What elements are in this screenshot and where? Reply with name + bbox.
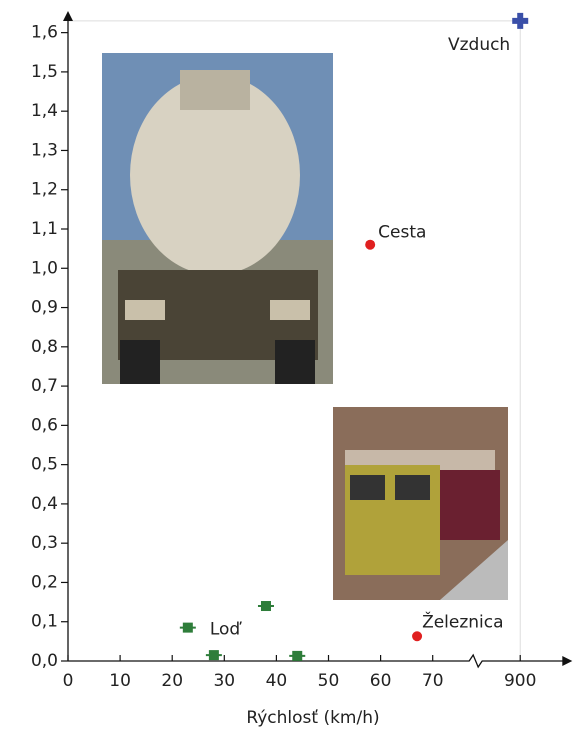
y-tick-label: 0,2	[31, 572, 58, 592]
point	[412, 631, 423, 642]
x-tick-label: 40	[266, 671, 288, 691]
y-tick-label: 0,4	[31, 494, 58, 514]
y-tick-label: 0,3	[31, 533, 58, 553]
x-tick-label: 900	[504, 671, 536, 691]
point	[182, 622, 193, 633]
train-photo	[333, 407, 508, 600]
x-axis	[68, 653, 565, 669]
series-label: Cesta	[378, 223, 426, 243]
y-tick-label: 0,1	[31, 612, 58, 632]
point	[260, 601, 271, 612]
point	[292, 650, 303, 661]
x-tick-label: 10	[109, 671, 131, 691]
x-tick-label: 60	[370, 671, 392, 691]
y-tick-label: 1,5	[31, 62, 58, 82]
series-label: Loď	[210, 620, 243, 640]
series-label: Vzduch	[448, 35, 510, 55]
x-tick-label: 50	[318, 671, 340, 691]
y-tick-label: 1,6	[31, 23, 58, 43]
y-tick-label: 1,1	[31, 219, 58, 239]
series-label: Železnica	[422, 610, 503, 632]
x-tick-label: 20	[161, 671, 183, 691]
y-tick-label: 0,5	[31, 455, 58, 475]
truck-photo	[102, 53, 333, 384]
point	[512, 12, 529, 29]
y-tick-label: 1,2	[31, 180, 58, 200]
x-tick-label: 0	[63, 671, 74, 691]
y-tick-label: 1,0	[31, 258, 58, 278]
x-axis-title: Rýchlosť (km/h)	[246, 708, 379, 728]
y-tick-label: 1,3	[31, 140, 58, 160]
y-tick-label: 0,8	[31, 337, 58, 357]
x-tick-label: 70	[422, 671, 444, 691]
guide-line	[68, 20, 521, 661]
y-tick-label: 0,0	[31, 651, 58, 671]
y-tick-label: 1,4	[31, 101, 58, 121]
y-tick-label: 0,6	[31, 415, 58, 435]
point	[365, 239, 376, 250]
x-tick-label: 30	[213, 671, 235, 691]
x-axis-arrow	[562, 656, 573, 666]
point	[208, 650, 219, 661]
y-axis-arrow	[63, 11, 73, 21]
y-tick-label: 0,9	[31, 298, 58, 318]
y-tick-label: 0,7	[31, 376, 58, 396]
